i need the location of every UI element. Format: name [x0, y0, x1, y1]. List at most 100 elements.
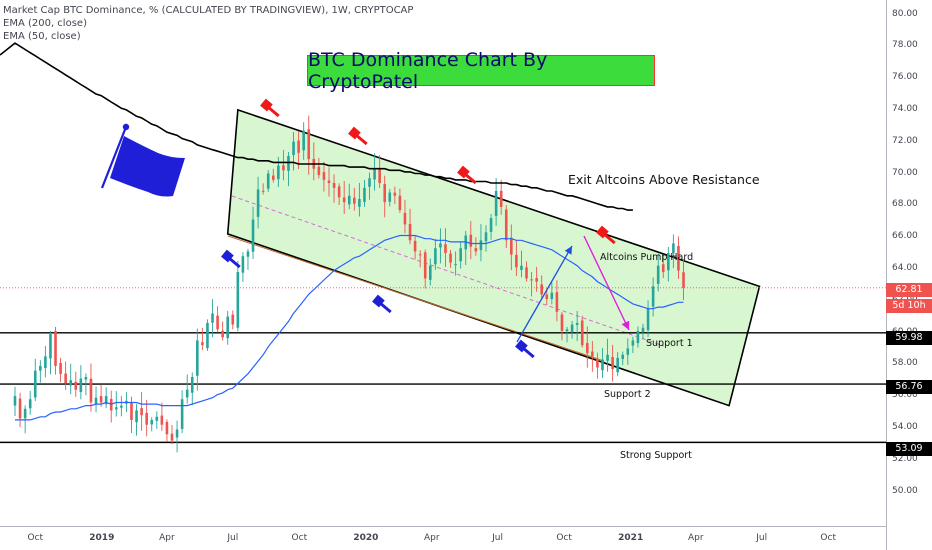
- candle-body: [145, 412, 148, 425]
- candle-body: [682, 272, 685, 288]
- price-label-current[interactable]: 62.81: [886, 283, 932, 297]
- price-label-support-2[interactable]: 56.76: [886, 380, 932, 394]
- y-tick-label: 76.00: [892, 72, 918, 83]
- x-tick-label: 2020: [353, 533, 379, 543]
- candle-body: [621, 354, 625, 360]
- legend-symbol[interactable]: Market Cap BTC Dominance, % (CALCULATED …: [3, 5, 414, 16]
- candle-body: [661, 264, 665, 273]
- candle-body: [515, 254, 518, 268]
- candle-body: [393, 192, 397, 196]
- candle-body: [196, 340, 199, 376]
- annotation-strong-support: Strong Support: [620, 450, 692, 461]
- hammer-red-icon: [457, 165, 477, 185]
- candle-body: [530, 279, 533, 281]
- candle-body: [54, 331, 57, 366]
- candle-body: [353, 197, 356, 204]
- candle-body: [201, 342, 204, 346]
- candle-body: [641, 327, 645, 332]
- price-label-strong-support[interactable]: 53.09: [886, 442, 932, 456]
- candle-body: [84, 377, 88, 380]
- x-tick-label: Apr: [159, 533, 175, 543]
- candle-body: [297, 140, 300, 153]
- y-tick-label: 52.00: [892, 453, 918, 464]
- candle-body: [150, 419, 154, 425]
- y-tick-label: 58.00: [892, 358, 918, 369]
- candle-body: [251, 219, 255, 252]
- candle-body: [560, 314, 564, 331]
- y-tick-label: 78.00: [892, 40, 918, 51]
- price-label-countdown: 5d 10h: [886, 299, 932, 313]
- chart-title: BTC Dominance Chart By CryptoPatel: [307, 49, 655, 93]
- legend-ema200[interactable]: EMA (200, close): [3, 18, 87, 29]
- annotation-support-1: Support 1: [646, 338, 693, 349]
- x-tick-label: Oct: [556, 533, 572, 543]
- annotation-altcoins-pump: Altcoins Pump Hard: [600, 252, 694, 263]
- candle-body: [44, 356, 47, 369]
- candle-body: [231, 314, 235, 325]
- candle-body: [206, 322, 209, 349]
- legend-ema50[interactable]: EMA (50, close): [3, 31, 81, 42]
- candle-body: [636, 330, 640, 344]
- candle-body: [317, 166, 321, 176]
- candle-body: [611, 357, 614, 370]
- candle-body: [18, 398, 22, 419]
- candle-body: [211, 313, 214, 323]
- y-axis-background: [887, 0, 932, 550]
- candle-body: [439, 243, 442, 248]
- candle-body: [221, 330, 224, 338]
- candle-body: [266, 173, 270, 189]
- y-tick-label: 54.00: [892, 421, 918, 432]
- candle-body: [185, 389, 189, 398]
- candle-body: [363, 187, 366, 202]
- candlesticks: [13, 115, 685, 453]
- candle-body: [550, 292, 554, 299]
- candle-body: [216, 315, 219, 330]
- candle-body: [575, 322, 579, 325]
- candle-body: [175, 429, 179, 438]
- candle-body: [408, 224, 412, 241]
- chart-legend: Market Cap BTC Dominance, % (CALCULATED …: [3, 4, 413, 43]
- candle-body: [601, 359, 604, 371]
- candle-body: [398, 195, 402, 211]
- x-tick-label: 2019: [89, 533, 115, 543]
- candle-body: [180, 399, 184, 429]
- candle-body: [39, 365, 42, 371]
- candle-body: [484, 232, 488, 242]
- candle-body: [454, 264, 457, 266]
- price-label-support-1[interactable]: 59.98: [886, 331, 932, 345]
- y-tick-label: 80.00: [892, 8, 918, 19]
- channel-box: [226, 108, 761, 407]
- trend-arrows: [516, 235, 630, 343]
- hammer-blue-icon: [221, 249, 241, 269]
- candle-body: [631, 340, 635, 346]
- y-tick-label: 72.00: [892, 135, 918, 146]
- candle-body: [59, 362, 62, 374]
- candle-body: [646, 308, 650, 331]
- magenta-down-arrow: [583, 235, 630, 331]
- hammer-blue-icon: [515, 339, 535, 359]
- candle-body: [494, 190, 498, 216]
- candle-body: [606, 354, 609, 361]
- candle-body: [135, 410, 138, 423]
- candle-body: [580, 320, 584, 346]
- candle-body: [368, 178, 371, 187]
- candle-body: [383, 184, 387, 203]
- candle-body: [535, 278, 538, 282]
- candle-body: [540, 284, 544, 295]
- channel-midlines: [227, 195, 665, 362]
- candle-body: [114, 407, 118, 410]
- descending-channel: [226, 108, 761, 407]
- candle-body: [170, 433, 174, 441]
- candle-body: [403, 212, 407, 225]
- candle-body: [241, 256, 245, 273]
- candle-body: [479, 240, 483, 251]
- x-tick-label: Apr: [688, 533, 704, 543]
- candle-body: [236, 272, 240, 328]
- candle-body: [64, 373, 67, 384]
- candle-body: [160, 415, 164, 425]
- ema-lines: [0, 42, 684, 421]
- support-lines: [0, 287, 886, 444]
- channel-lower-inner-line: [227, 235, 605, 362]
- hammer-red-icon: [596, 225, 616, 245]
